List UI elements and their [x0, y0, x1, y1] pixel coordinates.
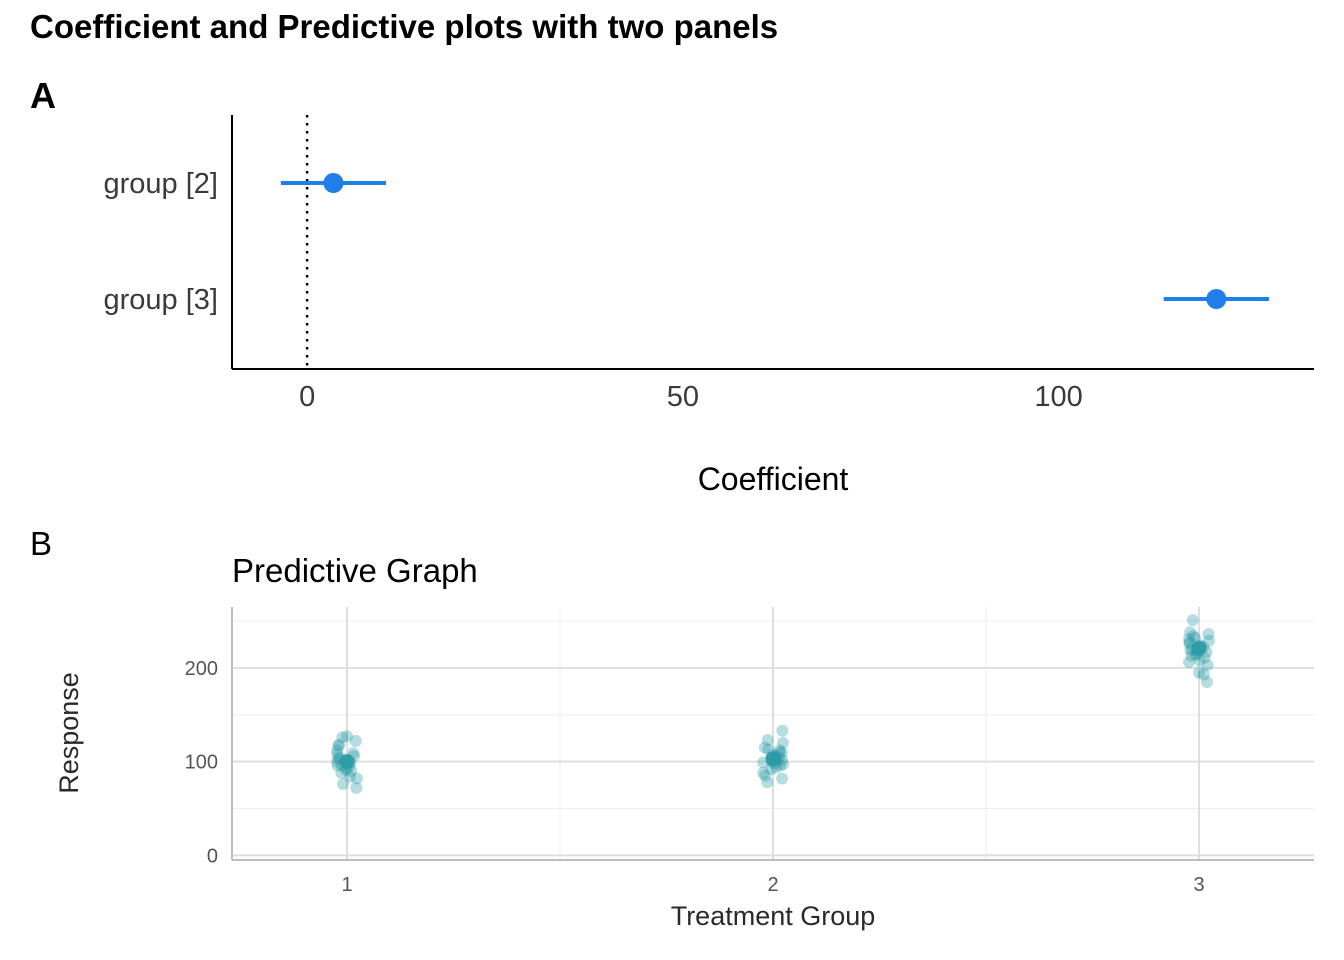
data-point-0-23: [341, 730, 354, 743]
data-point-0-11: [350, 781, 363, 794]
data-point-2-6: [1183, 632, 1196, 645]
y-axis-label: Response: [54, 672, 84, 794]
data-point-2-7: [1184, 626, 1197, 639]
data-point-0-18: [332, 739, 345, 752]
data-point-1-12: [757, 766, 770, 779]
estimate-point-0: [323, 173, 344, 193]
data-point-0-17: [335, 766, 348, 779]
mean-point-0: [339, 754, 355, 770]
x-tick-label-1: 2: [767, 874, 778, 896]
panel-a-tag: A: [30, 75, 56, 116]
data-point-0-19: [331, 755, 344, 768]
data-point-1-21: [776, 772, 789, 785]
panel-b-title: Predictive Graph: [232, 552, 478, 589]
data-point-2-2: [1193, 654, 1206, 667]
data-point-0-0: [344, 770, 357, 783]
x-tick-label-0: 1: [341, 874, 352, 896]
x-tick-label-1: 50: [667, 381, 699, 413]
x-tick-label-2: 3: [1193, 874, 1204, 896]
data-point-0-22: [336, 778, 349, 791]
data-point-2-14: [1202, 628, 1215, 641]
data-point-2-13: [1202, 634, 1215, 647]
data-point-1-15: [761, 734, 774, 747]
data-point-2-23: [1187, 630, 1200, 643]
data-point-2-0: [1200, 675, 1213, 688]
data-point-0-4: [331, 748, 344, 761]
data-point-0-5: [331, 744, 344, 757]
data-point-2-12: [1201, 659, 1214, 672]
x-axis-label: Coefficient: [698, 461, 849, 497]
mean-point-1: [765, 751, 781, 767]
figure-title: Coefficient and Predictive plots with tw…: [30, 8, 779, 45]
y-tick-label-2: 200: [185, 658, 218, 680]
data-point-1-0: [761, 776, 774, 789]
x-tick-label-2: 100: [1034, 381, 1082, 413]
x-axis-label: Treatment Group: [671, 901, 876, 931]
y-tick-label-0: group [2]: [104, 168, 218, 200]
data-point-2-21: [1183, 656, 1196, 669]
data-point-0-7: [336, 731, 349, 744]
y-tick-label-1: 100: [185, 752, 218, 774]
x-tick-label-0: 0: [299, 381, 315, 413]
panel-b-tag: B: [30, 525, 53, 562]
data-point-1-14: [758, 741, 771, 754]
y-tick-label-0: 0: [207, 845, 218, 867]
data-point-2-1: [1197, 668, 1210, 681]
data-point-1-11: [759, 769, 772, 782]
data-point-0-12: [350, 772, 363, 785]
data-point-2-17: [1193, 666, 1206, 679]
mean-point-2: [1191, 640, 1207, 656]
data-point-1-5: [776, 736, 789, 749]
data-point-0-13: [349, 734, 362, 747]
y-tick-label-1: group [3]: [104, 284, 218, 316]
data-point-0-6: [333, 738, 346, 751]
estimate-point-1: [1206, 289, 1227, 309]
data-point-1-6: [776, 724, 789, 737]
coefficient-plot: 0 50 100 group [2] group [3] Coefficient: [104, 115, 1314, 497]
data-point-2-8: [1186, 614, 1199, 627]
